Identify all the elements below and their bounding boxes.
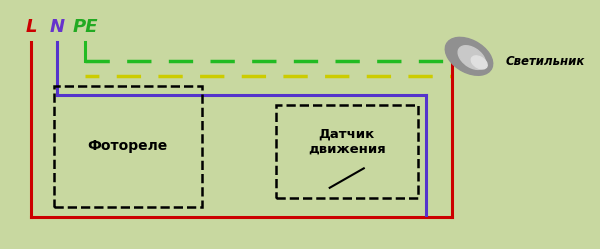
Text: Датчик
движения: Датчик движения	[308, 127, 386, 156]
Text: PE: PE	[73, 18, 98, 36]
Text: N: N	[49, 18, 64, 36]
Bar	[275, 105, 418, 197]
Ellipse shape	[471, 56, 487, 69]
Ellipse shape	[458, 46, 485, 69]
Bar	[54, 86, 202, 207]
Text: Светильник: Светильник	[506, 55, 586, 68]
Text: Фотореле: Фотореле	[88, 139, 168, 153]
Text: L: L	[25, 18, 37, 36]
Ellipse shape	[445, 37, 493, 75]
